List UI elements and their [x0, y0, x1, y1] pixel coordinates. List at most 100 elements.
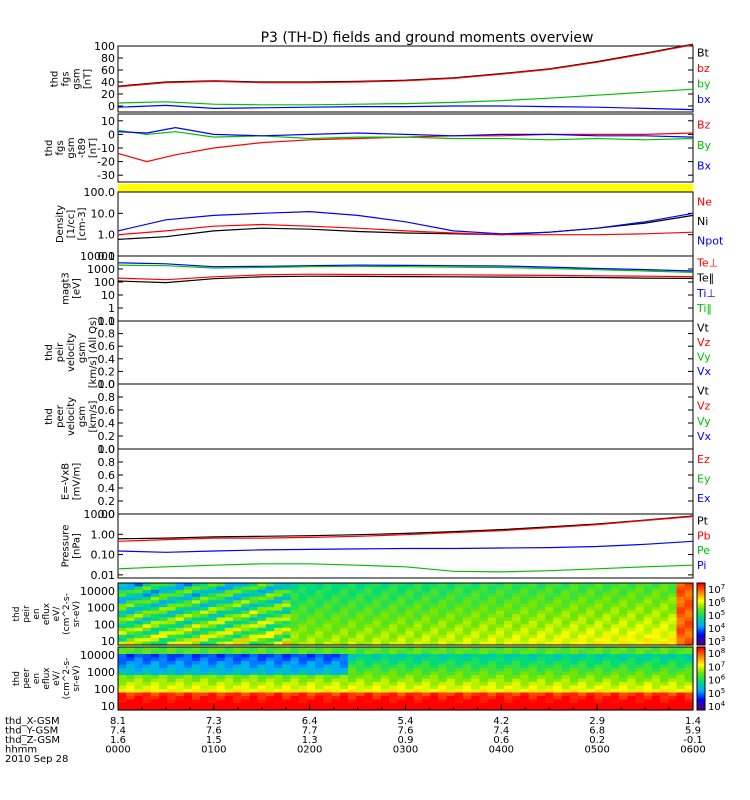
spectrogram-cell — [323, 610, 333, 615]
spectrogram-cell — [224, 664, 234, 669]
spectrogram-cell — [635, 675, 645, 680]
spectrogram-cell — [651, 696, 661, 701]
spectrogram-cell — [118, 607, 127, 612]
spectrogram-cell — [380, 703, 390, 708]
spectrogram-cell — [512, 620, 522, 625]
colorbar-cell — [697, 605, 705, 609]
spectrogram-cell — [126, 620, 136, 625]
spectrogram-cell — [553, 647, 563, 652]
spectrogram-cell — [372, 593, 382, 598]
spectrogram-cell — [265, 689, 275, 694]
spectrogram-cell — [627, 620, 637, 625]
spectrogram-cell — [323, 603, 333, 608]
spectrogram-cell — [249, 671, 259, 676]
spectrogram-cell — [495, 603, 505, 608]
spectrogram-cell — [134, 610, 144, 615]
spectrogram-cell — [454, 593, 464, 598]
y-tick-label: 10.00 — [84, 508, 116, 521]
spectrogram-cell — [520, 627, 530, 632]
spectrogram-cell — [545, 583, 554, 588]
colorbar-cell — [697, 676, 705, 679]
y-tick-label: 10 — [101, 700, 115, 713]
spectrogram-cell — [364, 631, 374, 636]
spectrogram-cell — [684, 603, 694, 608]
spectrogram-cell — [520, 696, 530, 701]
y-tick-label: 0.2 — [98, 430, 116, 443]
spectrogram-cell — [413, 654, 423, 659]
spectrogram-cell — [569, 689, 579, 694]
spectrogram-cell — [249, 689, 259, 694]
spectrogram-cell — [413, 583, 423, 588]
spectrogram-cell — [126, 692, 136, 697]
spectrogram-cell — [241, 610, 251, 615]
spectrogram-cell — [389, 620, 398, 625]
y-label-line: fgs — [55, 140, 66, 155]
spectrogram-cell — [118, 664, 127, 669]
spectrogram-cell — [348, 699, 357, 704]
spectrogram-cell — [545, 610, 554, 615]
spectrogram-cell — [430, 654, 439, 659]
spectrogram-cell — [413, 706, 423, 711]
spectrogram-cell — [175, 664, 185, 669]
spectrogram-cell — [504, 675, 513, 680]
spectrogram-cell — [241, 583, 251, 588]
spectrogram-cell — [421, 638, 431, 643]
spectrogram-cell — [249, 603, 259, 608]
x-row-value: 7.3 — [206, 716, 222, 727]
spectrogram-cell — [668, 603, 678, 608]
spectrogram-cell — [536, 661, 546, 666]
spectrogram-cell — [200, 668, 209, 673]
colorbar-frame — [696, 582, 706, 646]
spectrogram-cell — [627, 638, 637, 643]
spectrogram-cell — [471, 678, 481, 683]
spectrogram-cell — [635, 600, 645, 605]
spectrogram-cell — [594, 589, 604, 594]
spectrogram-cell — [134, 671, 144, 676]
spectrogram-cell — [413, 689, 423, 694]
spectrogram-cell — [643, 699, 653, 704]
spectrogram-cell — [545, 657, 554, 662]
spectrogram-cell — [528, 678, 538, 683]
spectrogram-cell — [528, 596, 538, 601]
spectrogram-cell — [553, 696, 563, 701]
spectrogram-cell — [200, 638, 209, 643]
series-Bz — [117, 132, 694, 163]
spectrogram-cell — [651, 668, 661, 673]
spectrogram-cell — [233, 631, 242, 636]
spectrogram-cell — [545, 600, 554, 605]
spectrogram-cell — [224, 617, 234, 622]
spectrogram-cell — [660, 703, 669, 708]
y-label-line: gsm — [77, 342, 88, 363]
spectrogram-cell — [159, 589, 168, 594]
spectrogram-cell — [183, 600, 193, 605]
spectrogram-cell — [594, 678, 604, 683]
spectrogram-cell — [257, 607, 267, 612]
spectrogram-cell — [421, 617, 431, 622]
spectrogram-cell — [668, 650, 678, 655]
y-label-line: velocity — [66, 333, 77, 372]
spectrogram-cell — [257, 600, 267, 605]
spectrogram-cell — [216, 661, 226, 666]
spectrogram-cell — [274, 654, 283, 659]
spectrogram-cell — [159, 703, 168, 708]
spectrogram-cell — [594, 650, 604, 655]
spectrogram-cell — [339, 678, 349, 683]
spectrogram-cell — [512, 661, 522, 666]
spectrogram-cell — [413, 614, 423, 619]
spectrogram-cell — [512, 627, 522, 632]
spectrogram-cell — [191, 657, 201, 662]
spectrogram-cell — [274, 675, 283, 680]
spectrogram-cell — [643, 641, 653, 646]
spectrogram-cell — [290, 689, 300, 694]
spectrogram-cell — [660, 685, 669, 690]
spectrogram-cell — [512, 593, 522, 598]
spectrogram-cell — [471, 583, 481, 588]
spectrogram-cell — [380, 614, 390, 619]
spectrogram-cell — [446, 631, 456, 636]
spectrogram-cell — [413, 593, 423, 598]
spectrogram-cell — [339, 671, 349, 676]
spectrogram-cell — [348, 682, 357, 687]
spectrogram-cell — [463, 638, 472, 643]
spectrogram-cell — [651, 600, 661, 605]
spectrogram-cell — [364, 641, 374, 646]
